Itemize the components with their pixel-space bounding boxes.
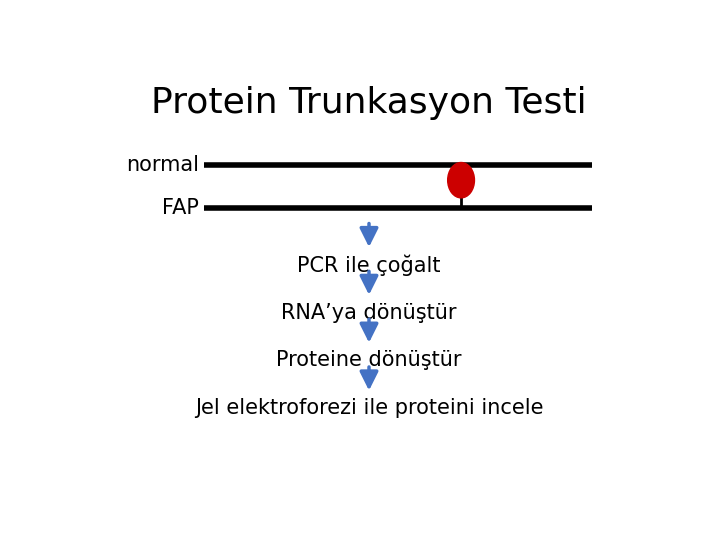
Text: RNA’ya dönüştür: RNA’ya dönüştür: [282, 302, 456, 322]
Text: PCR ile çoğalt: PCR ile çoğalt: [297, 255, 441, 276]
Ellipse shape: [448, 163, 474, 198]
Text: Protein Trunkasyon Testi: Protein Trunkasyon Testi: [151, 85, 587, 119]
Text: Proteine dönüştür: Proteine dönüştür: [276, 350, 462, 370]
Text: normal: normal: [126, 154, 199, 174]
Text: Jel elektroforezi ile proteini incele: Jel elektroforezi ile proteini incele: [194, 399, 544, 418]
Text: FAP: FAP: [162, 198, 199, 218]
